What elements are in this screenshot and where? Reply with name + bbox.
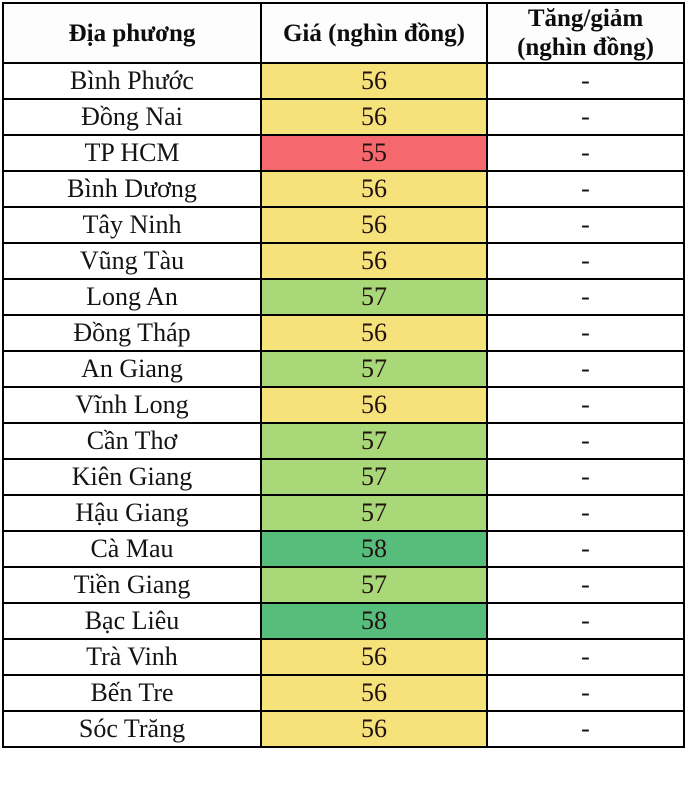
province-cell: Cần Thơ	[2, 422, 262, 460]
price-cell: 56	[260, 314, 488, 352]
change-cell: -	[486, 170, 685, 208]
table-row: Kiên Giang 57 -	[2, 458, 685, 496]
table-row: Đồng Nai 56 -	[2, 98, 685, 136]
table-row: Tiền Giang 57 -	[2, 566, 685, 604]
price-cell: 57	[260, 278, 488, 316]
province-cell: Sóc Trăng	[2, 710, 262, 748]
price-cell: 58	[260, 530, 488, 568]
change-cell: -	[486, 62, 685, 100]
province-cell: Đồng Tháp	[2, 314, 262, 352]
province-cell: Bình Phước	[2, 62, 262, 100]
table-row: Hậu Giang 57 -	[2, 494, 685, 532]
price-cell: 56	[260, 170, 488, 208]
price-cell: 55	[260, 134, 488, 172]
header-province: Địa phương	[2, 2, 262, 64]
table-row: Vĩnh Long 56 -	[2, 386, 685, 424]
province-cell: Vũng Tàu	[2, 242, 262, 280]
price-cell: 57	[260, 458, 488, 496]
change-cell: -	[486, 242, 685, 280]
price-cell: 56	[260, 710, 488, 748]
table-row: Trà Vinh 56 -	[2, 638, 685, 676]
table-row: Đồng Tháp 56 -	[2, 314, 685, 352]
province-cell: Trà Vinh	[2, 638, 262, 676]
price-table-container: Địa phương Giá (nghìn đồng) Tăng/giảm (n…	[2, 2, 685, 748]
table-row: Tây Ninh 56 -	[2, 206, 685, 244]
table-row: TP HCM 55 -	[2, 134, 685, 172]
province-cell: Bến Tre	[2, 674, 262, 712]
province-cell: Đồng Nai	[2, 98, 262, 136]
change-cell: -	[486, 530, 685, 568]
price-cell: 58	[260, 602, 488, 640]
change-cell: -	[486, 638, 685, 676]
province-cell: Bạc Liêu	[2, 602, 262, 640]
change-cell: -	[486, 422, 685, 460]
province-cell: Long An	[2, 278, 262, 316]
change-cell: -	[486, 98, 685, 136]
table-body: Bình Phước 56 - Đồng Nai 56 - TP HCM 55 …	[2, 62, 685, 748]
table-row: Sóc Trăng 56 -	[2, 710, 685, 748]
price-cell: 56	[260, 206, 488, 244]
table-row: Bến Tre 56 -	[2, 674, 685, 712]
change-cell: -	[486, 602, 685, 640]
change-cell: -	[486, 710, 685, 748]
province-cell: Bình Dương	[2, 170, 262, 208]
province-cell: Cà Mau	[2, 530, 262, 568]
province-cell: An Giang	[2, 350, 262, 388]
change-cell: -	[486, 206, 685, 244]
change-cell: -	[486, 674, 685, 712]
change-cell: -	[486, 494, 685, 532]
table-row: Bình Phước 56 -	[2, 62, 685, 100]
change-cell: -	[486, 314, 685, 352]
price-cell: 56	[260, 98, 488, 136]
province-cell: Kiên Giang	[2, 458, 262, 496]
price-cell: 56	[260, 638, 488, 676]
price-cell: 56	[260, 674, 488, 712]
header-change: Tăng/giảm (nghìn đồng)	[486, 2, 685, 64]
table-row: An Giang 57 -	[2, 350, 685, 388]
change-cell: -	[486, 134, 685, 172]
price-cell: 57	[260, 566, 488, 604]
table-row: Bạc Liêu 58 -	[2, 602, 685, 640]
price-cell: 56	[260, 386, 488, 424]
header-row: Địa phương Giá (nghìn đồng) Tăng/giảm (n…	[2, 2, 685, 64]
table-header: Địa phương Giá (nghìn đồng) Tăng/giảm (n…	[2, 2, 685, 64]
province-cell: Vĩnh Long	[2, 386, 262, 424]
province-cell: Tiền Giang	[2, 566, 262, 604]
province-cell: Tây Ninh	[2, 206, 262, 244]
change-cell: -	[486, 278, 685, 316]
change-cell: -	[486, 386, 685, 424]
change-cell: -	[486, 566, 685, 604]
table-row: Cà Mau 58 -	[2, 530, 685, 568]
price-cell: 57	[260, 422, 488, 460]
price-cell: 57	[260, 494, 488, 532]
province-cell: Hậu Giang	[2, 494, 262, 532]
change-cell: -	[486, 350, 685, 388]
table-row: Bình Dương 56 -	[2, 170, 685, 208]
price-cell: 56	[260, 62, 488, 100]
province-cell: TP HCM	[2, 134, 262, 172]
province-price-table: Địa phương Giá (nghìn đồng) Tăng/giảm (n…	[2, 2, 685, 748]
table-row: Vũng Tàu 56 -	[2, 242, 685, 280]
price-cell: 56	[260, 242, 488, 280]
table-row: Cần Thơ 57 -	[2, 422, 685, 460]
table-row: Long An 57 -	[2, 278, 685, 316]
header-price: Giá (nghìn đồng)	[260, 2, 488, 64]
change-cell: -	[486, 458, 685, 496]
price-cell: 57	[260, 350, 488, 388]
